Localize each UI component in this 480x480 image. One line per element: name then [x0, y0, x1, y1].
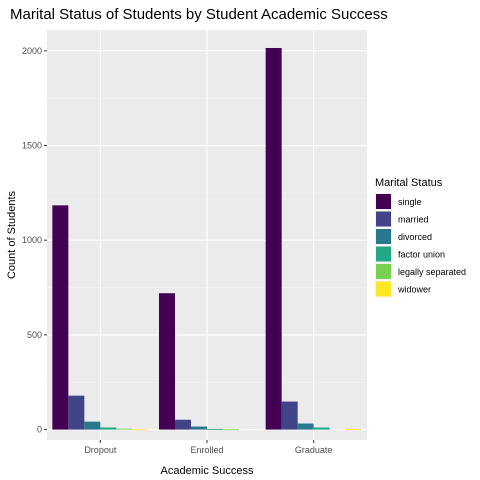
bar-factor-union [207, 429, 223, 430]
legend-label: married [398, 215, 429, 225]
y-tick-label: 0 [37, 425, 42, 435]
x-tick-label: Enrolled [190, 445, 223, 455]
bar-legally-separated [116, 428, 133, 430]
bar-married [68, 395, 85, 430]
legend-label: single [398, 197, 422, 207]
legend-label: divorced [398, 232, 432, 242]
bar-legally-separated [223, 429, 239, 431]
bar-widower [132, 429, 149, 431]
legend-swatch [376, 246, 391, 262]
legend-label: factor union [398, 250, 445, 260]
y-tick-label: 1500 [22, 141, 42, 151]
bar-single [159, 293, 175, 430]
bar-divorced [191, 426, 207, 430]
legend-label: legally separated [398, 267, 466, 277]
bar-factor-union [313, 427, 330, 430]
legend-swatch [376, 194, 391, 209]
bar-married [281, 401, 298, 430]
y-axis-title: Count of Students [6, 190, 18, 279]
x-tick-label: Dropout [84, 445, 117, 455]
legend-swatch [376, 229, 391, 244]
legend-swatch [376, 211, 391, 227]
bar-widower [345, 429, 362, 430]
y-tick-label: 500 [27, 330, 42, 340]
legend-label: widower [397, 285, 431, 295]
bar-divorced [84, 421, 101, 430]
bar-divorced [297, 423, 314, 430]
x-tick-label: Graduate [295, 445, 333, 455]
bar-single [265, 47, 282, 430]
chart-title: Marital Status of Students by Student Ac… [10, 6, 388, 23]
bar-single [52, 205, 69, 430]
legend-swatch [376, 264, 391, 279]
bar-factor-union [100, 427, 117, 430]
x-axis-title: Academic Success [161, 465, 254, 477]
bar-married [175, 419, 191, 430]
y-tick-label: 1000 [22, 235, 42, 245]
legend: Marital Status single married divorced fact… [375, 177, 466, 298]
legend-swatch [376, 281, 391, 297]
legend-title: Marital Status [375, 177, 443, 189]
y-tick-label: 2000 [22, 46, 42, 56]
